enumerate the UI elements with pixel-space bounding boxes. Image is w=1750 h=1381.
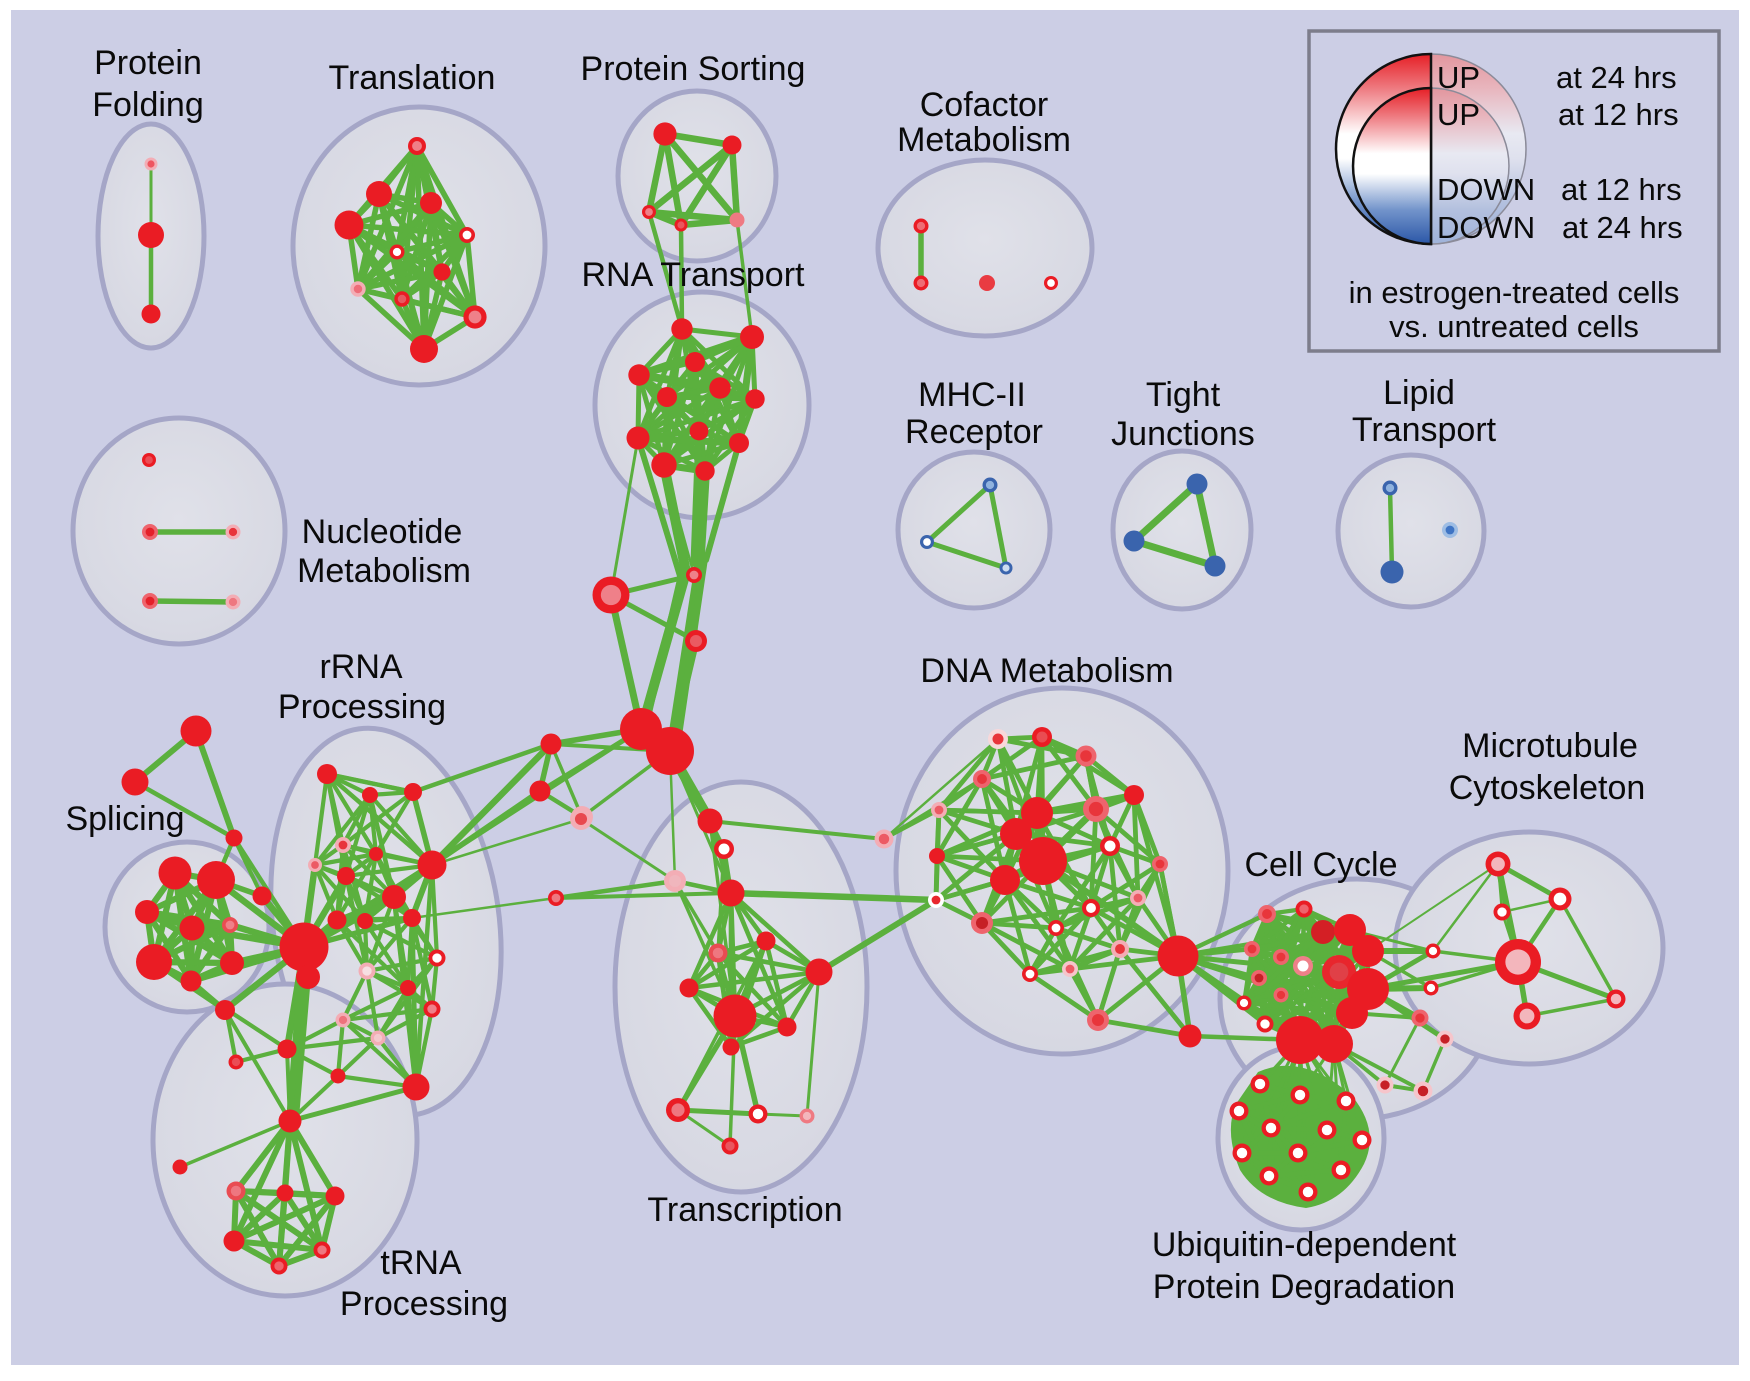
svg-text:Nucleotide: Nucleotide [302,513,463,551]
svg-text:Processing: Processing [340,1285,508,1323]
svg-text:Translation: Translation [329,59,496,97]
svg-text:Lipid: Lipid [1383,374,1455,412]
svg-text:vs. untreated cells: vs. untreated cells [1389,309,1639,344]
svg-text:Transcription: Transcription [647,1191,842,1229]
svg-text:Protein Degradation: Protein Degradation [1153,1268,1455,1306]
svg-text:Junctions: Junctions [1111,415,1255,453]
svg-text:DNA Metabolism: DNA Metabolism [920,652,1173,690]
svg-text:RNA Transport: RNA Transport [582,256,806,294]
svg-text:tRNA: tRNA [380,1244,462,1282]
svg-text:at 24 hrs: at 24 hrs [1562,210,1683,245]
svg-text:Folding: Folding [92,86,204,124]
svg-text:DOWN: DOWN [1437,172,1535,207]
svg-text:Protein: Protein [94,44,202,82]
svg-text:at 12 hrs: at 12 hrs [1558,97,1679,132]
svg-text:Protein Sorting: Protein Sorting [581,50,806,88]
svg-text:rRNA: rRNA [319,648,402,686]
svg-text:UP: UP [1437,97,1480,132]
svg-text:Processing: Processing [278,688,446,726]
svg-text:Metabolism: Metabolism [297,552,471,590]
svg-text:in estrogen-treated cells: in estrogen-treated cells [1349,275,1680,310]
svg-text:Splicing: Splicing [65,800,184,838]
svg-text:Cofactor: Cofactor [920,86,1049,124]
svg-text:Microtubule: Microtubule [1462,727,1638,765]
svg-text:Ubiquitin-dependent: Ubiquitin-dependent [1152,1226,1457,1264]
svg-text:at 12 hrs: at 12 hrs [1561,172,1682,207]
svg-text:MHC-II: MHC-II [918,376,1026,414]
svg-text:at 24 hrs: at 24 hrs [1556,60,1677,95]
svg-text:Receptor: Receptor [905,413,1043,451]
svg-text:Cytoskeleton: Cytoskeleton [1449,769,1646,807]
svg-text:DOWN: DOWN [1437,210,1535,245]
svg-text:UP: UP [1437,60,1480,95]
svg-text:Transport: Transport [1352,411,1497,449]
svg-text:Metabolism: Metabolism [897,121,1071,159]
svg-text:Tight: Tight [1146,376,1221,414]
svg-text:Cell Cycle: Cell Cycle [1244,846,1397,884]
